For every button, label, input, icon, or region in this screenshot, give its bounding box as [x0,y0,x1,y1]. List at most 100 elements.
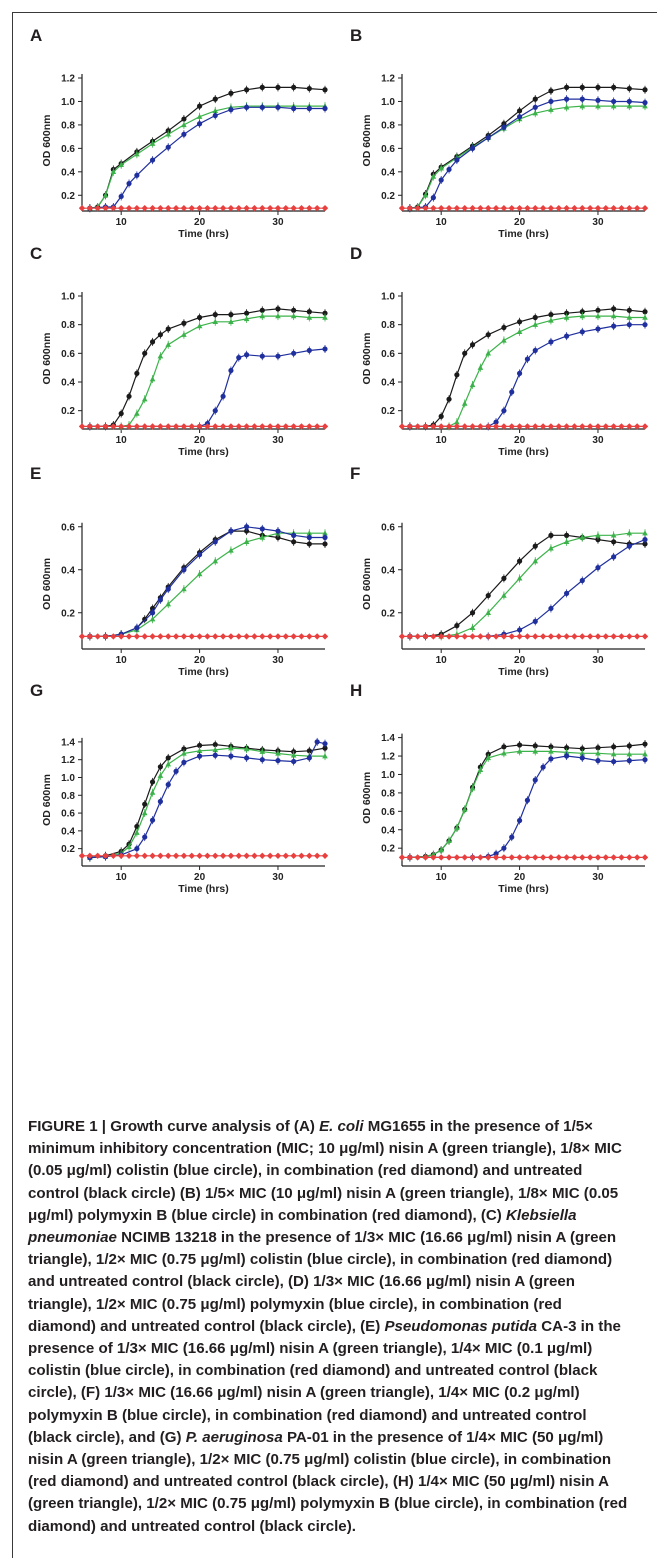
y-tick-label: 1.2 [381,752,395,763]
data-point-red-diamond [422,423,429,430]
data-point-red-diamond [500,423,508,430]
data-point-blue-circle [275,104,281,110]
data-point-green-triangle [626,314,633,320]
data-point-red-diamond [274,204,282,212]
data-point-green-triangle [446,837,452,844]
data-point-black-circle [516,319,523,325]
y-tick-label: 0.6 [61,522,75,533]
data-point-blue-circle [642,537,648,543]
data-point-red-diamond [188,204,195,212]
data-point-black-circle [642,541,648,547]
y-tick-label: 0.4 [381,378,395,389]
data-point-green-triangle [165,601,172,607]
data-point-green-triangle [165,341,172,347]
data-point-red-diamond [94,204,101,212]
data-point-red-diamond [313,633,321,640]
data-point-red-diamond [445,204,453,212]
data-point-red-diamond [290,633,297,640]
data-point-green-triangle [626,751,633,757]
y-tick-label: 0.2 [381,191,395,202]
data-point-green-triangle [157,353,164,359]
x-axis-label: Time (hrs) [178,666,229,678]
data-point-red-diamond [610,854,617,861]
data-point-red-diamond [571,633,578,640]
data-point-black-circle [118,410,124,417]
data-point-blue-circle [181,759,187,765]
data-point-black-circle [548,312,554,318]
caption-label: FIGURE 1 | [28,1118,107,1135]
data-point-red-diamond [547,204,555,212]
data-point-red-diamond [586,423,594,430]
data-point-red-diamond [235,633,242,640]
data-point-red-diamond [437,854,445,861]
chart-svg: 0.2 0.4 0.6 0.8 1.0 1.2 10 20 30 Time (hrs) OD 600… [361,74,649,240]
series-line-blue [409,539,646,637]
data-point-green-triangle [275,750,281,756]
y-axis-label: OD 600nm [41,774,53,826]
data-point-green-triangle [228,745,234,751]
data-point-red-diamond [266,423,274,430]
data-point-green-triangle [477,364,484,370]
data-point-red-diamond [235,204,242,212]
data-point-blue-circle [642,100,648,106]
data-point-green-triangle [212,318,219,324]
data-point-green-triangle [228,318,234,324]
data-point-black-circle [181,746,187,752]
data-point-blue-circle [611,98,617,105]
panel-letter: B [350,26,363,45]
data-point-red-diamond [141,204,148,212]
y-tick-label: 0.8 [61,120,75,131]
data-point-black-circle [142,350,148,356]
data-point-green-triangle [501,592,507,598]
data-point-blue-circle [228,753,234,759]
data-point-red-diamond [414,423,421,430]
x-tick-label: 20 [194,655,206,666]
data-point-black-circle [611,84,617,90]
data-point-green-triangle [212,107,219,114]
data-point-blue-circle [275,528,281,534]
data-point-black-circle [306,85,312,92]
data-point-green-triangle [563,314,570,320]
series-line-green [409,750,645,858]
data-point-red-diamond [532,633,539,640]
y-tick-label: 0.2 [381,608,395,619]
data-point-black-circle [275,84,281,90]
data-point-green-triangle [516,748,523,754]
data-point-red-diamond [586,633,594,640]
data-point-red-diamond [492,633,500,640]
data-point-red-diamond [117,204,125,212]
data-point-red-diamond [626,204,633,212]
data-point-green-triangle [290,752,297,758]
data-point-green-triangle [243,538,250,544]
data-point-black-circle [142,801,148,807]
data-point-red-diamond [461,633,468,640]
data-point-black-circle [579,309,585,315]
data-point-red-diamond [586,854,594,861]
data-point-black-circle [244,310,250,316]
data-point-red-diamond [290,852,297,859]
data-point-red-diamond [437,204,445,212]
data-point-black-circle [516,558,523,564]
data-point-green-triangle [485,754,492,761]
data-point-red-diamond [406,204,414,212]
data-point-red-diamond [149,633,156,640]
data-point-green-triangle [212,746,219,753]
data-point-red-diamond [227,423,235,430]
y-tick-label: 0.4 [61,167,75,178]
x-tick-label: 10 [116,435,128,446]
data-point-green-triangle [548,106,554,112]
data-point-black-circle [212,741,218,748]
data-point-red-diamond [125,633,133,640]
data-point-black-circle [157,332,163,338]
data-point-red-diamond [422,633,429,640]
data-point-blue-circle [196,753,203,759]
x-tick-label: 20 [514,655,526,666]
panel-letter: G [30,681,44,700]
data-point-red-diamond [235,852,242,859]
data-point-red-diamond [78,633,86,640]
data-point-red-diamond [196,852,203,859]
data-point-green-triangle [290,313,297,319]
data-point-blue-circle [291,758,297,765]
data-point-blue-circle [454,157,460,163]
y-tick-label: 1.0 [61,773,75,784]
